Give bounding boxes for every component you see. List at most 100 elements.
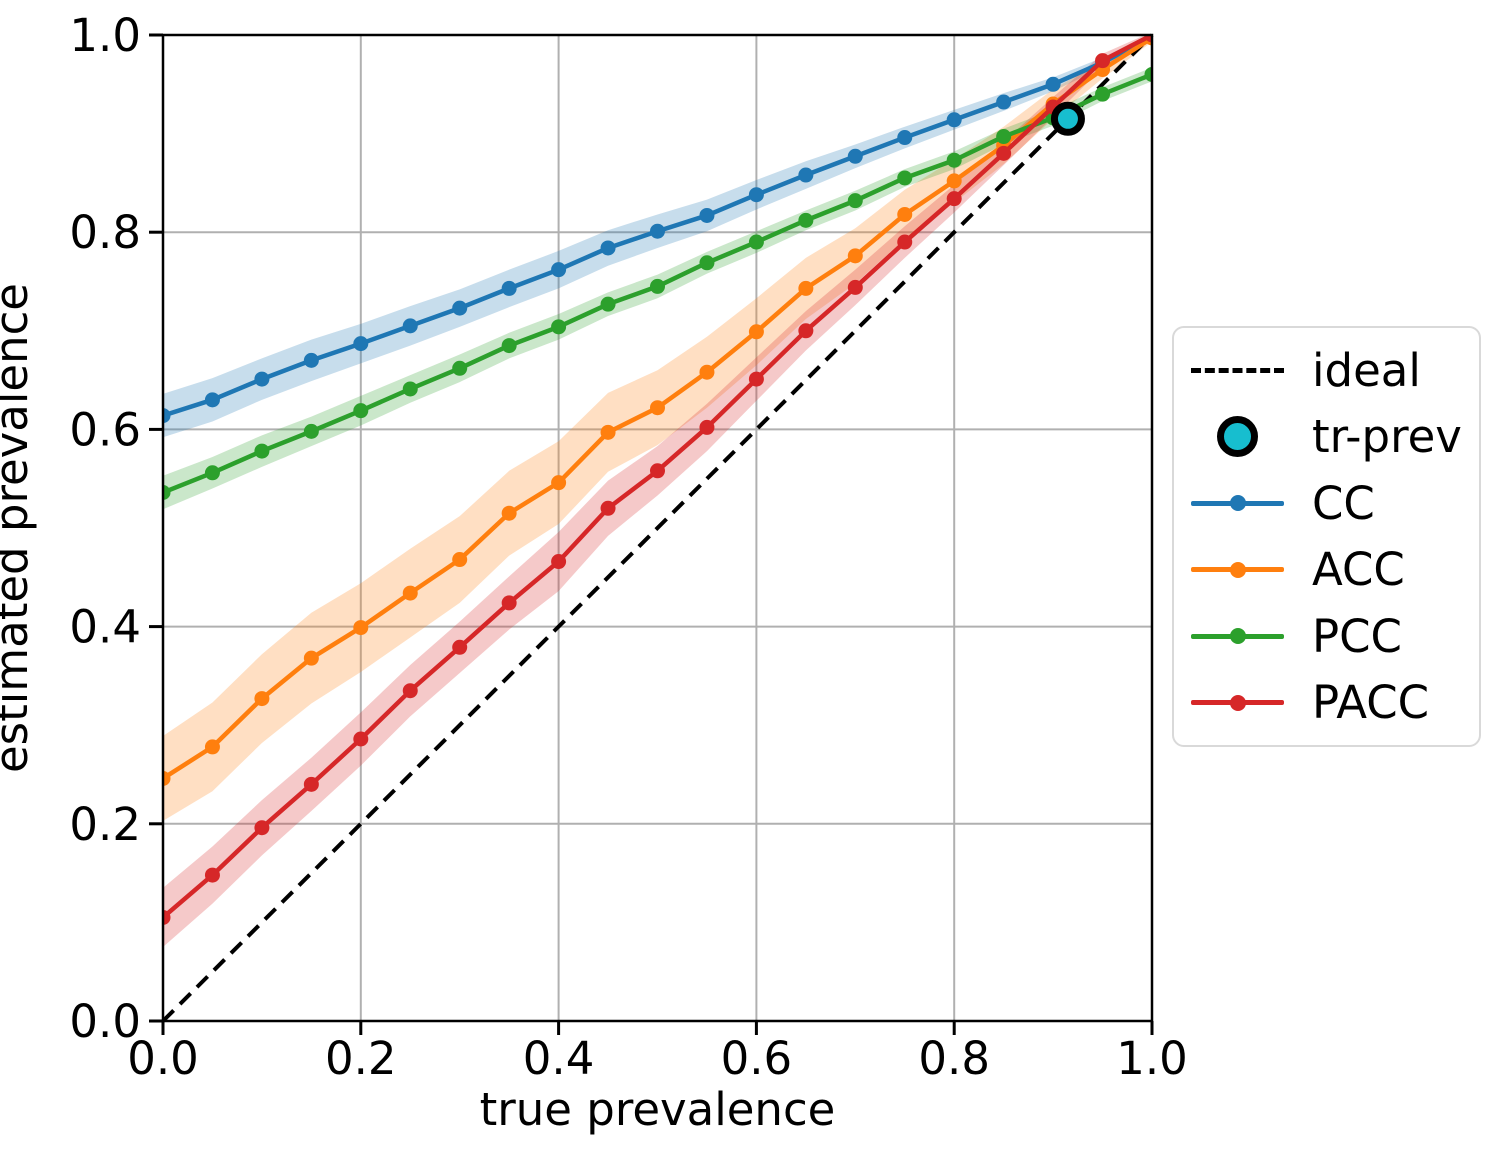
cc-marker <box>204 392 220 408</box>
pcc-marker <box>1144 66 1152 82</box>
cc-marker <box>600 240 616 256</box>
acc-marker <box>847 248 863 264</box>
acc-marker <box>551 475 567 491</box>
legend-label-ideal: ideal <box>1312 343 1421 397</box>
y-tick-label: 0.4 <box>69 601 141 654</box>
cc-marker <box>946 112 962 128</box>
pacc-marker <box>650 463 665 479</box>
pcc-marker <box>996 129 1012 145</box>
cc-sample-wrap <box>1191 478 1284 528</box>
cc-marker <box>748 187 764 203</box>
pcc-marker <box>847 193 863 209</box>
legend-label-tr-prev: tr-prev <box>1312 410 1462 464</box>
pcc-marker <box>600 296 616 312</box>
plot-border <box>161 33 1154 1023</box>
acc-marker <box>163 770 171 786</box>
legend-label-pacc: PACC <box>1312 676 1430 730</box>
acc-sample-wrap <box>1191 545 1284 595</box>
acc-marker-sample <box>1229 561 1246 578</box>
pcc-marker <box>748 234 764 250</box>
pacc-marker <box>204 867 220 883</box>
pcc-marker <box>163 485 171 501</box>
pacc-marker <box>748 371 764 387</box>
x-axis-label: true prevalence <box>479 1083 836 1136</box>
pcc-marker <box>798 212 814 228</box>
pacc-marker <box>163 909 171 925</box>
pcc-marker <box>204 465 220 481</box>
pacc-marker <box>798 323 814 339</box>
acc-marker <box>748 324 764 340</box>
ideal-sample-wrap <box>1191 345 1284 395</box>
pacc-marker <box>847 279 863 295</box>
pcc-marker <box>402 381 418 397</box>
cc-marker <box>353 336 369 352</box>
legend-item-tr-prev: tr-prev <box>1174 404 1479 471</box>
y-tick-label: 0.0 <box>69 995 141 1048</box>
cc-marker <box>254 371 270 387</box>
pcc-marker-sample <box>1229 628 1246 645</box>
legend-item-acc: ACC <box>1174 537 1479 604</box>
pacc-marker-sample <box>1229 694 1246 711</box>
acc-marker <box>452 552 468 568</box>
acc-marker <box>600 424 616 440</box>
acc-marker <box>699 364 715 380</box>
pacc-confidence-band <box>163 35 1152 948</box>
pcc-marker <box>897 170 913 186</box>
cc-marker <box>699 207 715 223</box>
pacc-marker <box>303 776 319 792</box>
x-tick-label: 0.0 <box>127 1032 199 1085</box>
acc-marker <box>204 739 220 755</box>
pcc-marker <box>254 443 270 459</box>
acc-marker <box>897 206 913 222</box>
pacc-marker <box>501 595 517 611</box>
legend-item-pacc: PACC <box>1174 670 1479 737</box>
y-tick-label: 0.6 <box>69 403 141 456</box>
acc-marker <box>798 280 814 296</box>
cc-marker <box>402 318 418 334</box>
pcc-marker <box>353 403 369 419</box>
cc-marker-sample <box>1229 495 1246 512</box>
ideal-line <box>161 33 1154 1023</box>
x-tick-label: 0.8 <box>918 1032 990 1085</box>
cc-marker <box>650 223 665 239</box>
legend-item-ideal: ideal <box>1174 337 1479 404</box>
pacc-marker <box>946 191 962 207</box>
tr-prev-sample-wrap <box>1191 412 1284 462</box>
pacc-marker <box>996 145 1012 161</box>
ideal-dashed-line-sample <box>1191 367 1284 373</box>
x-tick-label: 1.0 <box>1116 1032 1188 1085</box>
cc-marker <box>551 262 567 278</box>
pacc-marker <box>353 731 369 747</box>
pcc-marker <box>946 152 962 168</box>
tr-prev-marker <box>1050 101 1085 136</box>
acc-confidence-band <box>163 35 1152 821</box>
pacc-marker <box>1144 35 1152 43</box>
legend-label-acc: ACC <box>1312 543 1405 597</box>
acc-marker <box>402 585 418 601</box>
pcc-marker <box>501 338 517 354</box>
acc-marker <box>650 400 665 416</box>
pacc-marker <box>452 639 468 655</box>
x-tick-label: 0.2 <box>325 1032 397 1085</box>
pacc-marker <box>699 419 715 435</box>
cc-marker <box>1045 76 1061 92</box>
legend-label-pcc: PCC <box>1312 609 1402 663</box>
cc-marker <box>303 352 319 368</box>
y-tick-label: 0.2 <box>69 798 141 851</box>
acc-marker <box>946 173 962 189</box>
cc-marker <box>501 280 517 296</box>
tr-prev-circle-sample <box>1217 416 1258 458</box>
pcc-marker <box>650 278 665 294</box>
pcc-marker <box>303 423 319 439</box>
legend: ideal tr-prev CC ACC <box>1172 326 1481 747</box>
y-tick-label: 1.0 <box>69 9 141 62</box>
x-tick-label: 0.6 <box>721 1032 793 1085</box>
acc-marker <box>303 650 319 666</box>
pacc-sample-wrap <box>1191 678 1284 728</box>
pcc-marker <box>452 360 468 376</box>
legend-item-pcc: PCC <box>1174 603 1479 670</box>
legend-item-cc: CC <box>1174 470 1479 537</box>
pacc-marker <box>551 554 567 570</box>
